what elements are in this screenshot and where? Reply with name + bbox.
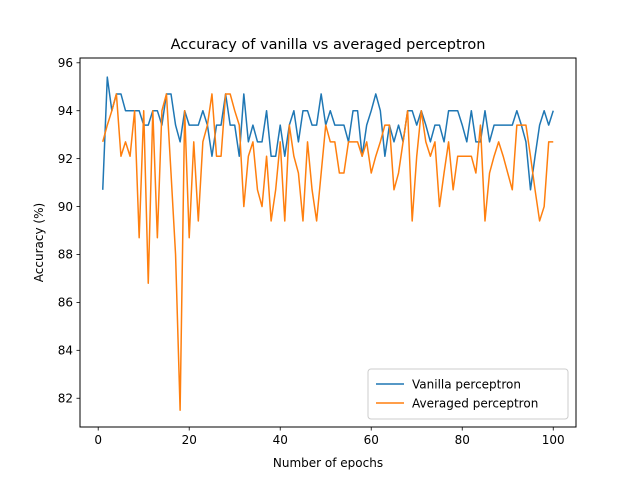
series-line-1 (102, 93, 554, 411)
legend-label: Vanilla perceptron (412, 377, 521, 391)
legend-label: Averaged perceptron (412, 396, 538, 410)
x-tick-label: 0 (94, 433, 102, 447)
y-tick-label: 92 (58, 152, 73, 166)
y-tick-label: 90 (58, 200, 73, 214)
y-tick-label: 86 (58, 296, 73, 310)
plot-frame (79, 57, 577, 428)
plot-area (102, 76, 554, 411)
y-tick-label: 94 (58, 104, 73, 118)
x-axis-label: Number of epochs (273, 456, 383, 470)
legend: Vanilla perceptron Averaged perceptron (367, 368, 569, 420)
chart-title: Accuracy of vanilla vs averaged perceptr… (171, 37, 486, 53)
x-tick-label: 20 (182, 433, 197, 447)
y-tick-label: 96 (58, 56, 73, 70)
x-tick-label: 80 (455, 433, 470, 447)
x-tick-label: 100 (542, 433, 565, 447)
y-tick-label: 88 (58, 248, 73, 262)
y-tick-label: 82 (58, 391, 73, 405)
y-axis-label: Accuracy (%) (32, 203, 46, 282)
x-tick-label: 60 (364, 433, 379, 447)
legend-box (367, 368, 569, 420)
y-tick-label: 84 (58, 344, 73, 358)
x-tick-label: 40 (273, 433, 288, 447)
